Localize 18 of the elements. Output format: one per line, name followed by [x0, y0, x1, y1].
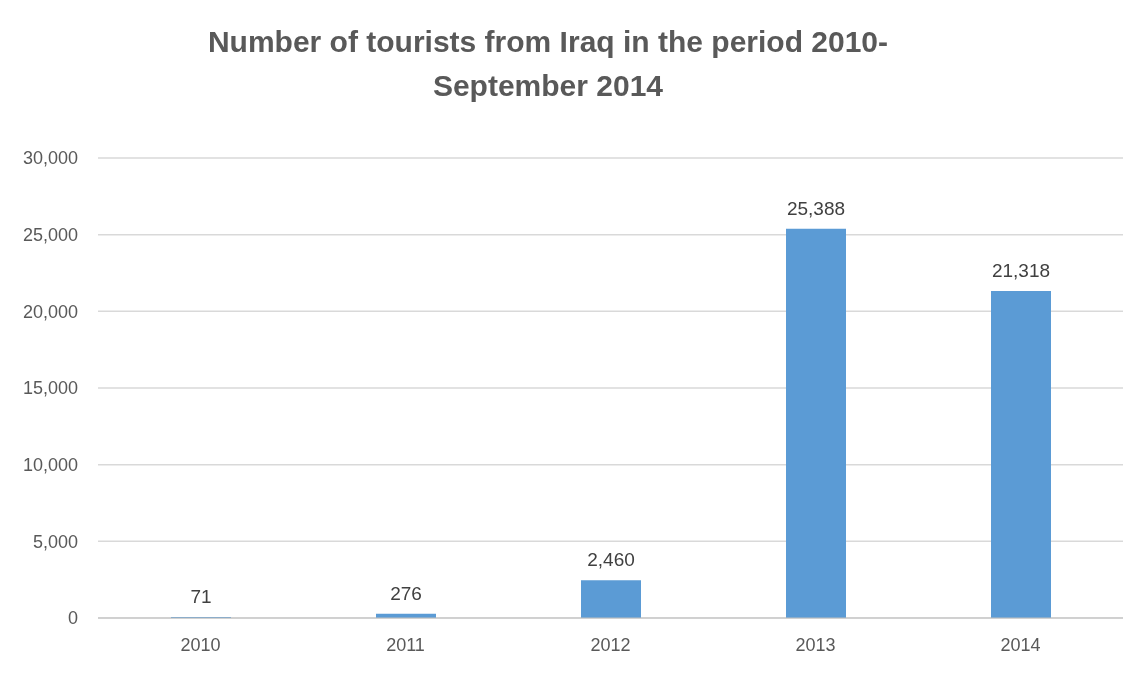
data-label: 71	[190, 585, 212, 607]
y-tick-label: 0	[67, 608, 78, 629]
data-label: 25,388	[786, 197, 846, 219]
y-tick-label: 25,000	[22, 225, 78, 246]
data-label: 2,460	[587, 549, 635, 571]
data-label: 276	[390, 582, 422, 604]
y-tick-label: 15,000	[22, 378, 78, 399]
chart-title: Number of tourists from Iraq in the period 2010-September 2014	[206, 24, 890, 104]
x-tick-label: 2013	[795, 634, 836, 655]
y-tick-label: 20,000	[22, 301, 78, 322]
data-label: 21,318	[991, 260, 1051, 282]
y-tick-label: 30,000	[22, 148, 78, 169]
x-tick-label: 2012	[590, 634, 631, 655]
y-tick-label: 10,000	[22, 455, 78, 476]
x-tick-label: 2010	[180, 634, 221, 655]
y-tick-label: 5,000	[32, 531, 78, 552]
x-tick-label: 2014	[1000, 634, 1041, 655]
x-tick-label: 2011	[386, 634, 425, 655]
